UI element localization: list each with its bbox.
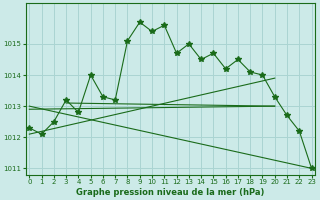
X-axis label: Graphe pression niveau de la mer (hPa): Graphe pression niveau de la mer (hPa) [76,188,265,197]
